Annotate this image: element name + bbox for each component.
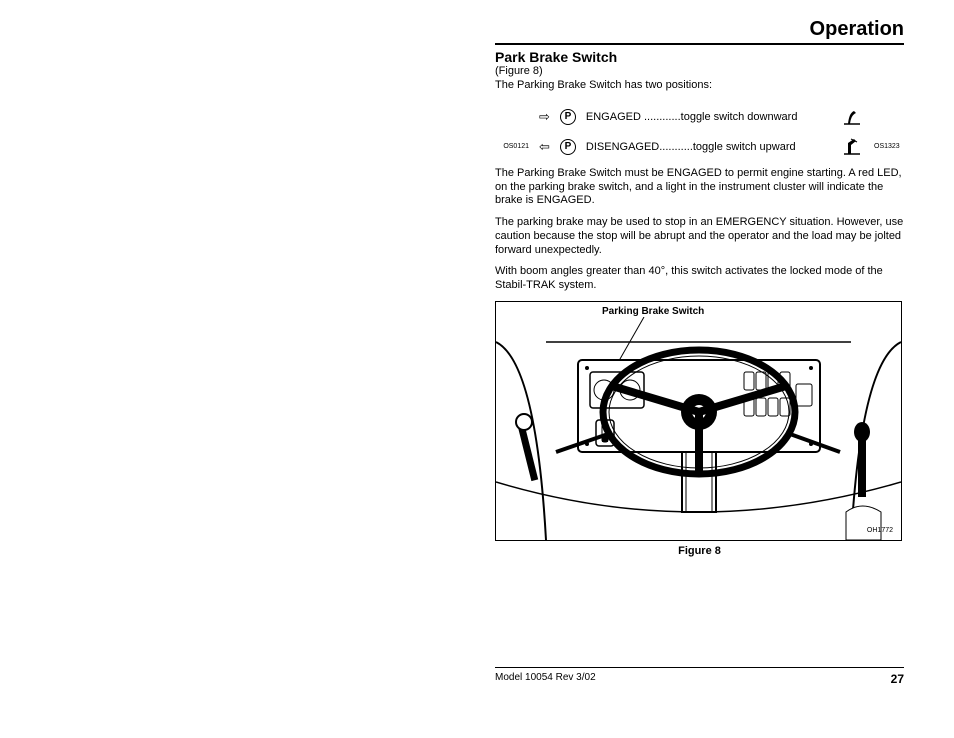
park-p-icon-2: P: [560, 139, 576, 155]
footer-model: Model 10054 Rev 3/02: [495, 672, 596, 686]
footer-rule: [495, 667, 904, 668]
figure-oh-label: OH1772: [867, 527, 893, 534]
park-p-icon: P: [560, 109, 576, 125]
figure-reference: (Figure 8): [495, 65, 904, 77]
page-right: Operation Park Brake Switch (Figure 8) T…: [477, 0, 922, 700]
engaged-label: ENGAGED ............toggle switch downwa…: [586, 111, 830, 123]
disengaged-label: DISENGAGED...........toggle switch upwar…: [586, 141, 830, 153]
figure-8-box: Parking Brake Switch: [495, 301, 902, 541]
toggle-up-icon: [840, 137, 864, 157]
disengaged-row: OS0121 ⇦ P DISENGAGED...........toggle s…: [495, 137, 904, 157]
os-left-id: OS0121: [495, 143, 529, 150]
figure-panel-label: Parking Brake Switch: [600, 306, 706, 317]
arrow-right-icon: ⇨: [539, 109, 550, 125]
figure-caption: Figure 8: [495, 545, 904, 557]
page-footer: Model 10054 Rev 3/02 27: [495, 665, 904, 686]
os-right-id: OS1323: [874, 143, 904, 150]
intro-text: The Parking Brake Switch has two positio…: [495, 79, 904, 93]
paragraph-1: The Parking Brake Switch must be ENGAGED…: [495, 167, 904, 208]
footer-page-number: 27: [891, 672, 904, 686]
arrow-left-icon: ⇦: [539, 139, 550, 155]
engaged-row: ⇨ P ENGAGED ............toggle switch do…: [495, 107, 904, 127]
section-title: Park Brake Switch: [495, 49, 904, 65]
header-rule: [495, 43, 904, 45]
paragraph-2: The parking brake may be used to stop in…: [495, 216, 904, 257]
paragraph-3: With boom angles greater than 40°, this …: [495, 265, 904, 293]
page-header-title: Operation: [495, 18, 904, 41]
dashboard-diagram: [496, 302, 901, 540]
toggle-down-icon: [840, 107, 864, 127]
